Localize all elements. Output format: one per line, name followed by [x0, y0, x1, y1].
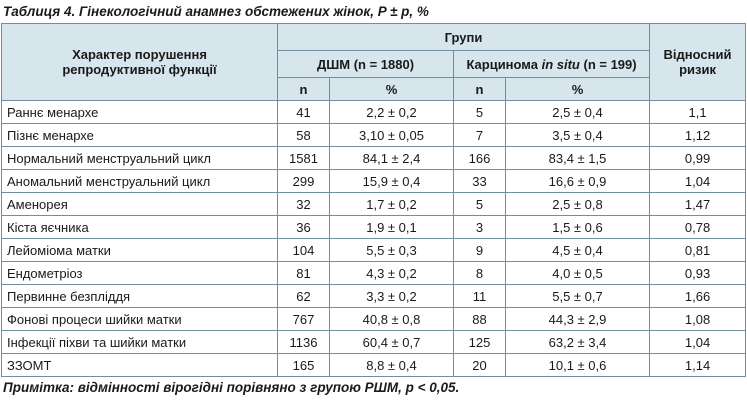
- row-label: Інфекції піхви та шийки матки: [1, 330, 278, 354]
- header-group-carcinoma: Карцинома in situ (n = 199): [452, 50, 651, 78]
- row-label: Пізнє менархе: [1, 123, 278, 147]
- cell-n-carcinoma: 9: [453, 238, 506, 262]
- cell-relative-risk: 0,78: [649, 215, 747, 239]
- cell-n-carcinoma: 33: [453, 169, 506, 193]
- cell-percent-dshm: 1,7 ± 0,2: [329, 192, 454, 216]
- cell-n-carcinoma: 125: [453, 330, 506, 354]
- cell-n-dshm: 1581: [277, 146, 330, 170]
- table-note: Примітка: відмінності вірогідні порівнян…: [3, 380, 460, 395]
- header-n-carcinoma: n: [453, 77, 506, 101]
- header-relative-risk: Відносний ризик: [649, 23, 747, 101]
- cell-percent-carcinoma: 3,5 ± 0,4: [504, 123, 651, 147]
- table-row: Аномальний менструальний цикл 299 15,9 ± 0…: [1, 169, 747, 193]
- cell-relative-risk: 1,1: [649, 100, 747, 124]
- table-row: Кіста яєчника 36 1,9 ± 0,1 3 1,5 ± 0,6 0,78: [1, 215, 747, 239]
- cell-n-dshm: 58: [277, 123, 330, 147]
- cell-n-carcinoma: 20: [453, 353, 506, 377]
- cell-percent-carcinoma: 63,2 ± 3,4: [504, 330, 651, 354]
- cell-percent-dshm: 3,10 ± 0,05: [329, 123, 454, 147]
- cell-n-dshm: 1136: [277, 330, 330, 354]
- cell-relative-risk: 1,04: [649, 330, 747, 354]
- cell-n-carcinoma: 8: [453, 261, 506, 285]
- cell-relative-risk: 1,14: [649, 353, 747, 377]
- cell-percent-dshm: 15,9 ± 0,4: [329, 169, 454, 193]
- cell-percent-dshm: 2,2 ± 0,2: [329, 100, 454, 124]
- header-n-dshm: n: [277, 77, 330, 101]
- cell-relative-risk: 0,99: [649, 146, 747, 170]
- cell-relative-risk: 1,47: [649, 192, 747, 216]
- cell-percent-dshm: 40,8 ± 0,8: [329, 307, 454, 331]
- cell-percent-dshm: 84,1 ± 2,4: [329, 146, 454, 170]
- row-label: Кіста яєчника: [1, 215, 278, 239]
- row-label: Лейоміома матки: [1, 238, 278, 262]
- table-row: Ендометріоз 81 4,3 ± 0,2 8 4,0 ± 0,5 0,93: [1, 261, 747, 285]
- cell-relative-risk: 1,04: [649, 169, 747, 193]
- cell-percent-dshm: 8,8 ± 0,4: [329, 353, 454, 377]
- cell-n-dshm: 104: [277, 238, 330, 262]
- gynecological-history-table: Характер порушення репродуктивної функці…: [1, 23, 747, 377]
- cell-percent-dshm: 3,3 ± 0,2: [329, 284, 454, 308]
- header-characteristic: Характер порушення репродуктивної функці…: [1, 23, 278, 101]
- cell-n-carcinoma: 88: [453, 307, 506, 331]
- table-row: ЗЗОМТ 165 8,8 ± 0,4 20 10,1 ± 0,6 1,14: [1, 353, 747, 377]
- cell-percent-carcinoma: 10,1 ± 0,6: [504, 353, 651, 377]
- cell-n-carcinoma: 166: [453, 146, 506, 170]
- cell-percent-carcinoma: 44,3 ± 2,9: [504, 307, 651, 331]
- row-label: Первинне безпліддя: [1, 284, 278, 308]
- table-row: Аменорея 32 1,7 ± 0,2 5 2,5 ± 0,8 1,47: [1, 192, 747, 216]
- row-label: Аменорея: [1, 192, 278, 216]
- cell-percent-dshm: 1,9 ± 0,1: [329, 215, 454, 239]
- header-groups: Групи: [276, 23, 651, 51]
- cell-percent-carcinoma: 2,5 ± 0,8: [504, 192, 651, 216]
- cell-relative-risk: 1,12: [649, 123, 747, 147]
- cell-n-carcinoma: 3: [453, 215, 506, 239]
- table-caption: Таблиця 4. Гінекологічний анамнез обстеж…: [3, 4, 429, 19]
- table-row: Первинне безпліддя 62 3,3 ± 0,2 11 5,5 ± 0,7…: [1, 284, 747, 308]
- header-percent-carcinoma: %: [504, 77, 651, 101]
- cell-n-dshm: 299: [277, 169, 330, 193]
- cell-n-dshm: 767: [277, 307, 330, 331]
- cell-percent-carcinoma: 4,0 ± 0,5: [504, 261, 651, 285]
- row-label: ЗЗОМТ: [1, 353, 278, 377]
- table-row: Фонові процеси шийки матки 767 40,8 ± 0,8 8…: [1, 307, 747, 331]
- table-row: Пізнє менархе 58 3,10 ± 0,05 7 3,5 ± 0,4 1,12: [1, 123, 747, 147]
- row-label: Раннє менархе: [1, 100, 278, 124]
- cell-n-carcinoma: 5: [453, 100, 506, 124]
- table-row: Раннє менархе 41 2,2 ± 0,2 5 2,5 ± 0,4 1,1: [1, 100, 747, 124]
- row-label: Аномальний менструальний цикл: [1, 169, 278, 193]
- cell-percent-carcinoma: 16,6 ± 0,9: [504, 169, 651, 193]
- cell-percent-dshm: 4,3 ± 0,2: [329, 261, 454, 285]
- cell-n-dshm: 36: [277, 215, 330, 239]
- cell-percent-carcinoma: 83,4 ± 1,5: [504, 146, 651, 170]
- header-percent-dshm: %: [329, 77, 454, 101]
- cell-relative-risk: 0,81: [649, 238, 747, 262]
- cell-percent-dshm: 60,4 ± 0,7: [329, 330, 454, 354]
- cell-percent-dshm: 5,5 ± 0,3: [329, 238, 454, 262]
- cell-n-dshm: 41: [277, 100, 330, 124]
- cell-n-dshm: 165: [277, 353, 330, 377]
- table-body: Раннє менархе 41 2,2 ± 0,2 5 2,5 ± 0,4 1,1 Піз…: [1, 100, 747, 377]
- cell-n-dshm: 32: [277, 192, 330, 216]
- cell-relative-risk: 1,08: [649, 307, 747, 331]
- table-row: Інфекції піхви та шийки матки 1136 60,4 ± …: [1, 330, 747, 354]
- cell-percent-carcinoma: 5,5 ± 0,7: [504, 284, 651, 308]
- cell-relative-risk: 1,66: [649, 284, 747, 308]
- table-row: Нормальний менструальний цикл 1581 84,1 ± …: [1, 146, 747, 170]
- header-group-dshm: ДШМ (n = 1880): [277, 50, 454, 78]
- cell-n-dshm: 81: [277, 261, 330, 285]
- cell-relative-risk: 0,93: [649, 261, 747, 285]
- cell-percent-carcinoma: 2,5 ± 0,4: [504, 100, 651, 124]
- cell-n-carcinoma: 11: [453, 284, 506, 308]
- row-label: Фонові процеси шийки матки: [1, 307, 278, 331]
- table-row: Лейоміома матки 104 5,5 ± 0,3 9 4,5 ± 0,4 0,8…: [1, 238, 747, 262]
- cell-percent-carcinoma: 1,5 ± 0,6: [504, 215, 651, 239]
- row-label: Нормальний менструальний цикл: [1, 146, 278, 170]
- cell-n-carcinoma: 7: [453, 123, 506, 147]
- cell-percent-carcinoma: 4,5 ± 0,4: [504, 238, 651, 262]
- row-label: Ендометріоз: [1, 261, 278, 285]
- cell-n-dshm: 62: [277, 284, 330, 308]
- cell-n-carcinoma: 5: [453, 192, 506, 216]
